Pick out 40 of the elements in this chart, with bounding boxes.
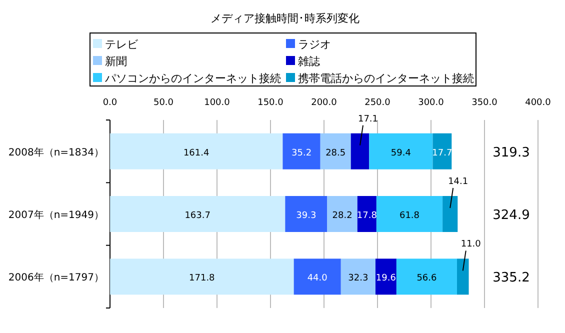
x-tick-label: 50.0 — [153, 98, 174, 108]
legend-label: 雑誌 — [298, 55, 320, 68]
data-label: 14.1 — [448, 177, 468, 187]
data-label: 32.3 — [348, 274, 368, 284]
chart-title: メディア接触時間･時系列変化 — [210, 12, 360, 25]
data-label: 44.0 — [307, 274, 328, 284]
data-label: 17.1 — [358, 114, 378, 124]
x-tick-label: 350.0 — [472, 98, 498, 108]
data-label: 161.4 — [183, 148, 210, 158]
x-tick-label: 100.0 — [204, 98, 230, 108]
legend-label: 携帯電話からのインターネット接続 — [298, 72, 474, 85]
data-label: 39.3 — [296, 211, 316, 221]
data-label: 163.7 — [184, 211, 210, 221]
x-tick-label: 400.0 — [525, 98, 552, 108]
data-label: 19.6 — [376, 274, 396, 284]
total-label: 335.2 — [492, 270, 530, 286]
y-tick-label: 2007年（n=1949） — [8, 209, 104, 221]
data-label: 17.8 — [356, 211, 378, 221]
data-label: 56.6 — [416, 274, 438, 284]
data-label: 35.2 — [292, 148, 312, 158]
legend-label: ラジオ — [298, 38, 331, 51]
data-label: 28.2 — [332, 211, 352, 221]
x-tick-label: 300.0 — [418, 98, 444, 108]
data-label: 17.7 — [432, 148, 452, 158]
x-tick-label: 150.0 — [258, 98, 284, 108]
data-label: 171.8 — [189, 274, 216, 284]
x-tick-label: 200.0 — [311, 98, 338, 108]
data-label: 59.4 — [390, 148, 412, 158]
y-tick-label: 2008年（n=1834） — [8, 146, 104, 158]
legend-label: 新聞 — [105, 55, 127, 68]
total-label: 319.3 — [492, 145, 530, 160]
total-label: 324.9 — [492, 208, 530, 223]
data-label: 11.0 — [460, 240, 482, 250]
legend-label: テレビ — [105, 38, 139, 51]
legend-label: パソコンからのインターネット接続 — [104, 72, 281, 85]
data-label: 61.8 — [399, 211, 420, 221]
y-tick-label: 2006年（n=1797） — [8, 272, 104, 284]
data-label: 28.5 — [326, 148, 346, 158]
x-tick-label: 0.0 — [102, 98, 118, 108]
x-tick-label: 250.0 — [364, 98, 391, 108]
